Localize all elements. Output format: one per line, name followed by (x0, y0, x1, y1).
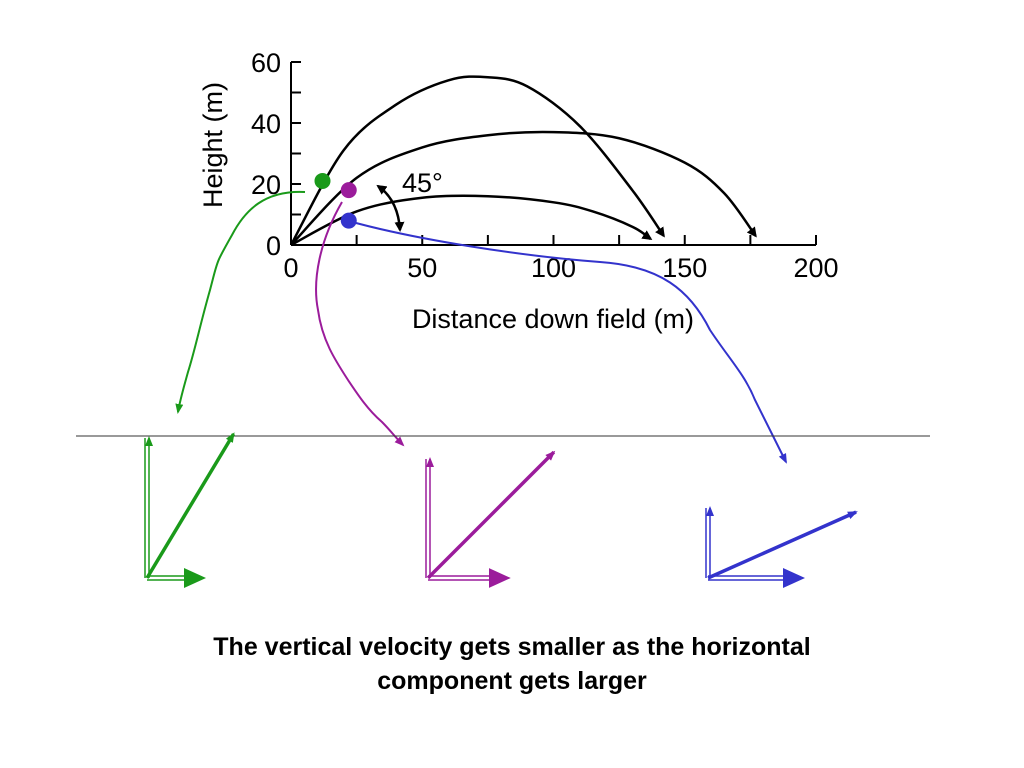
resultant-velocity-arrow (707, 510, 858, 580)
blue-connector-arrow (355, 222, 787, 464)
caption: The vertical velocity gets smaller as th… (62, 630, 962, 698)
blue-launch-marker (340, 212, 357, 229)
angle-arc (376, 184, 405, 232)
purple-launch-marker (340, 182, 357, 199)
y-tick-label: 60 (251, 48, 281, 78)
x-axis-ticks: 0 50 100 150 200 (283, 235, 839, 283)
x-axis-label: Distance down field (m) (412, 304, 694, 334)
y-tick-label: 0 (266, 231, 281, 261)
x-tick-label: 50 (407, 253, 437, 283)
angle-label: 45° (402, 168, 443, 198)
x-tick-label: 0 (283, 253, 298, 283)
y-tick-label: 40 (251, 109, 281, 139)
y-axis-label: Height (m) (198, 82, 228, 208)
trajectory-curves (289, 75, 757, 247)
blue-velocity-diagram (705, 506, 858, 588)
purple-connector-arrow (315, 201, 405, 447)
caption-line-1: The vertical velocity gets smaller as th… (213, 633, 811, 661)
x-tick-label: 150 (662, 253, 707, 283)
resultant-velocity-arrow (145, 432, 236, 579)
trajectory-curve-2 (290, 130, 757, 246)
x-tick-label: 200 (793, 253, 838, 283)
caption-line-2: component gets larger (377, 667, 647, 695)
green-launch-marker (314, 172, 331, 189)
purple-velocity-diagram (425, 450, 556, 588)
launch-markers (314, 172, 357, 229)
green-connector-arrow (175, 190, 306, 414)
trajectory-curve-1 (289, 75, 665, 246)
velocity-vector-diagrams (144, 432, 858, 588)
trajectory-curve-3 (290, 194, 653, 247)
resultant-velocity-arrow (426, 450, 556, 580)
green-velocity-diagram (144, 432, 236, 588)
